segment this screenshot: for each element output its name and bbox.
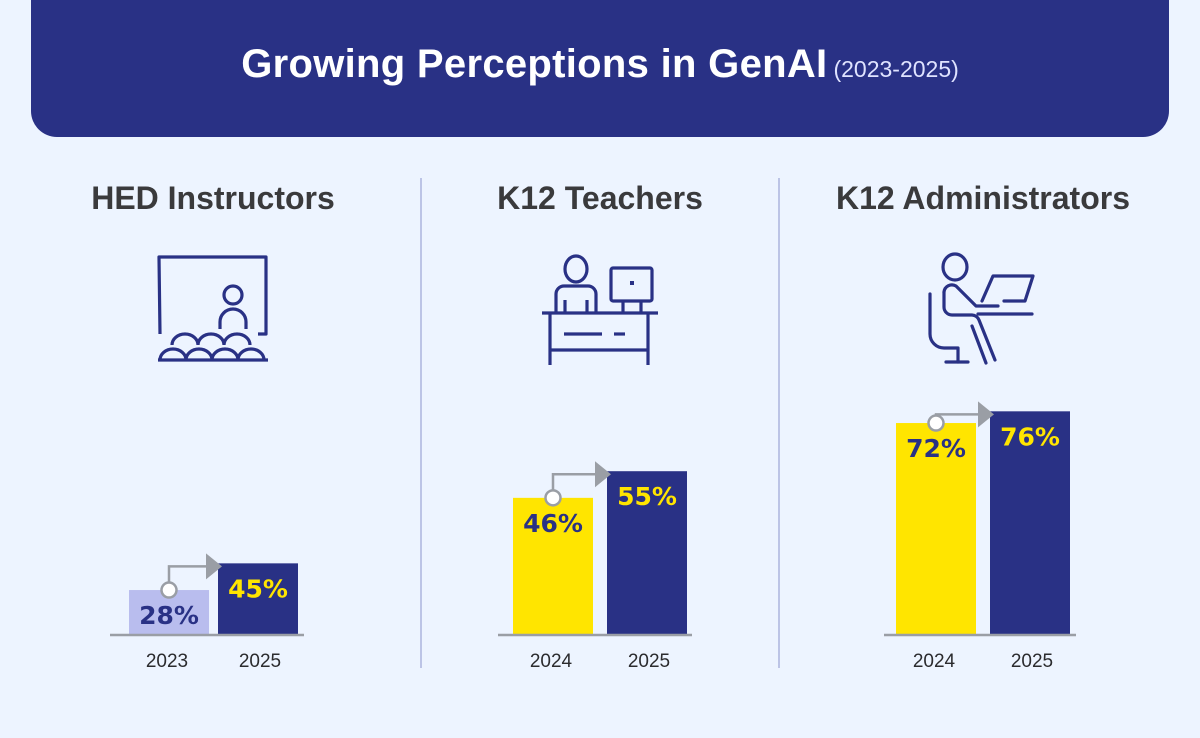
bar-2024 bbox=[896, 423, 976, 634]
trend-start-marker bbox=[160, 581, 178, 599]
title-date-range: (2023-2025) bbox=[833, 56, 959, 82]
trend-start-marker bbox=[927, 414, 945, 432]
panel-divider bbox=[778, 178, 780, 668]
header-banner bbox=[31, 0, 1169, 137]
bar-value-label: 45% bbox=[228, 574, 288, 603]
bar-value-label: 46% bbox=[523, 509, 583, 538]
bar-2025 bbox=[990, 411, 1070, 634]
bar-2024 bbox=[513, 497, 593, 634]
title-main: Growing Perceptions in GenAI bbox=[241, 42, 828, 86]
bar-value-label: 72% bbox=[906, 434, 966, 463]
category-label: 2023 bbox=[146, 651, 188, 672]
category-label: 2024 bbox=[913, 651, 956, 672]
trend-start-marker bbox=[544, 489, 562, 507]
trend-arrow-head bbox=[978, 401, 994, 428]
teacher-desk-computer-icon bbox=[542, 254, 658, 365]
panel-title-k12-administrators: K12 Administrators bbox=[836, 180, 1130, 216]
bar-value-label: 55% bbox=[617, 482, 677, 511]
category-label: 2025 bbox=[1011, 651, 1053, 672]
category-label: 2024 bbox=[530, 651, 573, 672]
category-label: 2025 bbox=[239, 651, 281, 672]
panel-title-k12-teachers: K12 Teachers bbox=[497, 180, 703, 216]
bar-2025 bbox=[218, 563, 298, 634]
panel-divider bbox=[420, 178, 422, 668]
bar-value-label: 76% bbox=[1000, 422, 1060, 451]
monitor-power-dot bbox=[630, 281, 634, 285]
page-title: Growing Perceptions in GenAI (2023-2025) bbox=[0, 42, 1200, 87]
classroom-presenter-icon bbox=[157, 255, 268, 362]
panel-title-hed-instructors: HED Instructors bbox=[91, 180, 335, 216]
trend-arrow-head bbox=[206, 553, 222, 580]
trend-arrow-head bbox=[595, 461, 611, 488]
category-label: 2025 bbox=[628, 651, 670, 672]
bar-value-label: 28% bbox=[139, 601, 199, 630]
person-laptop-desk-icon bbox=[928, 252, 1035, 365]
bar-2025 bbox=[607, 471, 687, 634]
